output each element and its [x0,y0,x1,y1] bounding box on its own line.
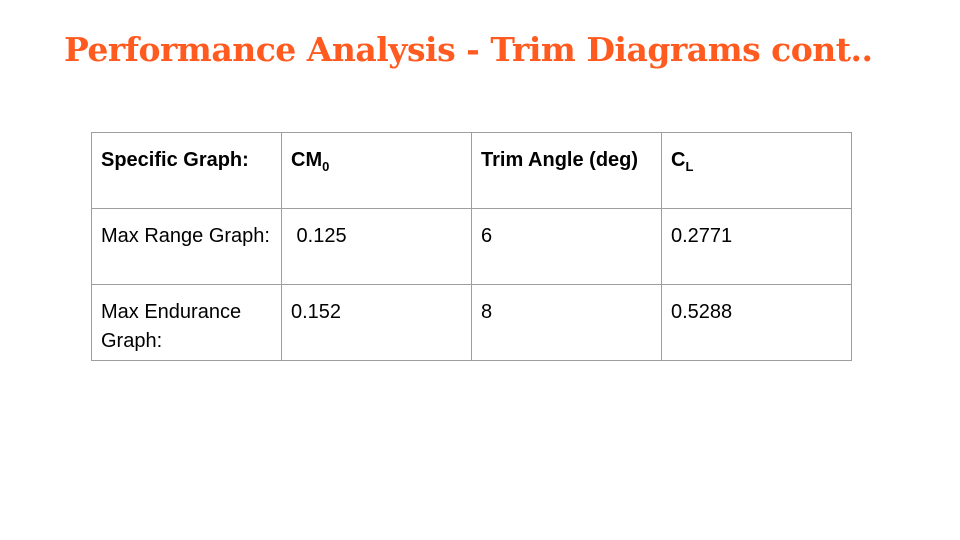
header-cell-cm0: CM0 [281,132,472,209]
header-label: CM [291,149,323,171]
table-row: Max Endurance Graph: 0.152 8 0.5288 [91,284,852,361]
table-row: Max Range Graph: 0.125 6 0.2771 [91,208,852,285]
header-subscript: L [685,159,694,174]
header-subscript: 0 [322,159,330,174]
header-cell-specific-graph: Specific Graph: [91,132,282,209]
table-cell: 0.5288 [661,284,852,361]
table-cell: Max Range Graph: [91,208,282,285]
table-cell: 0.152 [281,284,472,361]
header-label: C [671,149,686,171]
table-cell: 8 [471,284,662,361]
slide-title: Performance Analysis - Trim Diagrams con… [64,30,873,69]
header-cell-trim-angle: Trim Angle (deg) [471,132,662,209]
header-label: Trim Angle (deg) [481,149,639,171]
header-cell-cl: CL [661,132,852,209]
trim-data-table: Specific Graph: CM0 Trim Angle (deg) CL … [91,132,852,361]
table-header-row: Specific Graph: CM0 Trim Angle (deg) CL [91,132,852,209]
table-cell: 0.2771 [661,208,852,285]
table-cell: 0.125 [281,208,472,285]
header-label: Specific Graph: [101,149,249,171]
table-cell: Max Endurance Graph: [91,284,282,361]
table-cell: 6 [471,208,662,285]
